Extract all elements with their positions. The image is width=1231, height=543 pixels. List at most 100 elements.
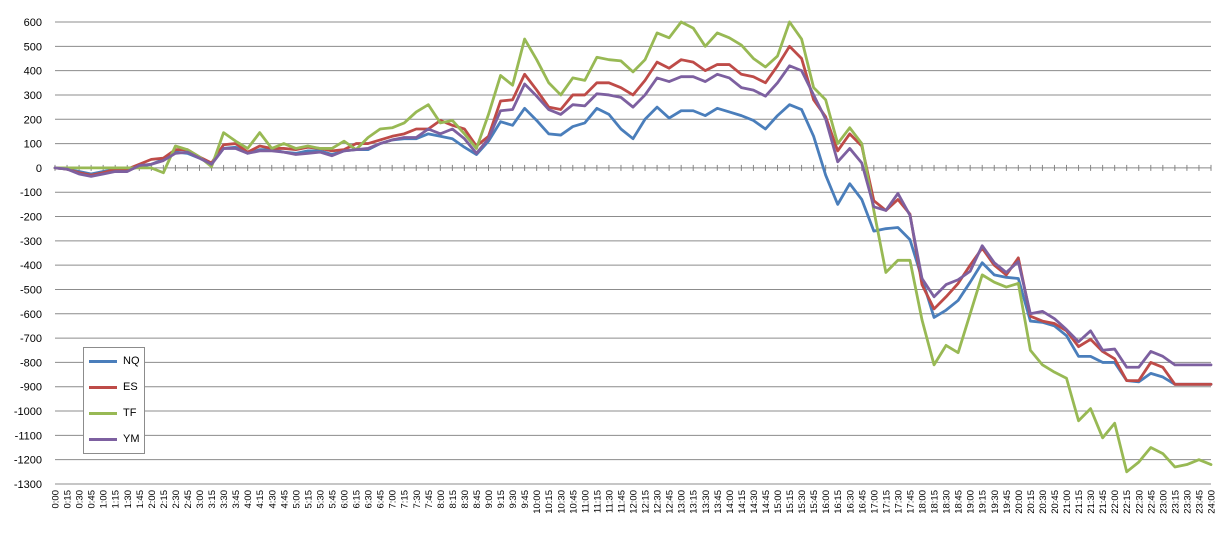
- y-tick-label: -500: [20, 284, 42, 296]
- x-tick-label: 18:45: [954, 490, 965, 514]
- x-tick-label: 22:30: [1134, 490, 1145, 514]
- legend-swatch-es: [89, 386, 117, 389]
- x-tick-label: 23:15: [1170, 490, 1181, 514]
- x-tick-label: 8:45: [472, 490, 483, 509]
- y-tick-label: -1100: [15, 430, 42, 442]
- x-tick-label: 8:15: [448, 490, 459, 509]
- x-tick-label: 5:00: [291, 490, 302, 509]
- x-tick-label: 20:00: [1014, 490, 1025, 514]
- x-tick-label: 9:30: [508, 490, 519, 509]
- y-tick-label: -300: [20, 236, 42, 248]
- x-tick-label: 18:15: [930, 490, 941, 514]
- x-tick-label: 2:15: [159, 490, 170, 509]
- y-tick-label: -900: [20, 382, 42, 394]
- x-tick-label: 4:15: [255, 490, 266, 509]
- x-tick-label: 22:45: [1146, 490, 1157, 514]
- x-tick-label: 17:30: [893, 490, 904, 514]
- y-tick-label: -100: [20, 187, 42, 199]
- x-tick-label: 15:00: [773, 490, 784, 514]
- y-tick-label: -1000: [14, 406, 42, 418]
- x-tick-label: 4:30: [267, 490, 278, 509]
- x-tick-label: 12:30: [653, 490, 664, 514]
- x-tick-label: 12:00: [629, 490, 640, 514]
- y-tick-label: 600: [24, 17, 42, 29]
- y-tick-label: 300: [24, 90, 42, 102]
- x-tick-label: 18:00: [918, 490, 929, 514]
- x-tick-label: 16:45: [857, 490, 868, 514]
- grid-lines: [55, 21, 1211, 485]
- legend-swatch-nq: [89, 360, 117, 363]
- x-tick-label: 10:30: [556, 490, 567, 514]
- y-tick-label: -1200: [14, 455, 42, 467]
- y-tick-label: 100: [24, 139, 42, 151]
- legend-label-ym: YM: [123, 433, 140, 445]
- legend-item-nq: NQ: [89, 354, 143, 368]
- legend: NQ ES TF YM: [83, 347, 145, 454]
- y-tick-label: -600: [20, 309, 42, 321]
- x-tick-label: 23:00: [1158, 490, 1169, 514]
- x-tick-label: 0:45: [87, 490, 98, 509]
- x-tick-label: 18:30: [942, 490, 953, 514]
- series-line-tf: [53, 20, 1213, 474]
- x-tick-label: 4:00: [243, 490, 254, 509]
- x-tick-label: 24:00: [1207, 490, 1218, 514]
- x-tick-label: 19:30: [990, 490, 1001, 514]
- x-tick-label: 14:00: [725, 490, 736, 514]
- x-tick-label: 5:30: [315, 490, 326, 509]
- x-tick-label: 15:30: [797, 490, 808, 514]
- legend-item-tf: TF: [89, 406, 143, 420]
- x-tick-label: 6:00: [340, 490, 351, 509]
- legend-label-nq: NQ: [123, 355, 140, 367]
- x-tick-label: 11:15: [592, 490, 603, 513]
- x-tick-label: 21:00: [1062, 490, 1073, 514]
- x-tick-label: 20:45: [1050, 490, 1061, 514]
- x-tick-label: 5:45: [327, 490, 338, 509]
- legend-item-ym: YM: [89, 432, 143, 446]
- y-tick-label: 200: [24, 114, 42, 126]
- x-tick-label: 1:30: [123, 490, 134, 509]
- x-tick-label: 14:30: [749, 490, 760, 514]
- y-tick-label: 0: [36, 163, 42, 175]
- x-tick-label: 9:45: [520, 490, 531, 509]
- x-tick-label: 21:15: [1074, 490, 1085, 514]
- y-tick-label: 400: [24, 66, 42, 78]
- x-tick-label: 11:45: [616, 490, 627, 513]
- x-tick-label: 7:00: [388, 490, 399, 509]
- x-tick-label: 16:15: [833, 490, 844, 514]
- y-tick-label: -800: [20, 357, 42, 369]
- legend-label-es: ES: [123, 381, 138, 393]
- x-tick-label: 6:30: [364, 490, 375, 509]
- x-tick-label: 2:45: [183, 490, 194, 509]
- x-tick-label: 7:15: [400, 490, 411, 509]
- y-tick-label: -1300: [14, 479, 42, 491]
- x-tick-label: 12:15: [641, 490, 652, 514]
- x-tick-label: 8:00: [436, 490, 447, 509]
- x-tick-label: 7:30: [412, 490, 423, 509]
- legend-swatch-tf: [89, 412, 117, 415]
- x-tick-label: 9:15: [496, 490, 507, 509]
- y-tick-label: -200: [20, 212, 42, 224]
- x-tick-label: 12:45: [665, 490, 676, 514]
- x-tick-label: 7:45: [424, 490, 435, 509]
- x-tick-label: 3:30: [219, 490, 230, 509]
- series-lines: [53, 20, 1213, 474]
- y-axis: 600 500 400 300 200 100 0 -100 -200 -300 -400 -500 -…: [14, 17, 42, 491]
- x-tick-label: 20:15: [1026, 490, 1037, 514]
- x-tick-label: 1:45: [135, 490, 146, 509]
- y-tick-label: -400: [20, 260, 42, 272]
- x-tick-label: 14:15: [737, 490, 748, 514]
- series-line-ym: [53, 64, 1213, 369]
- x-tick-label: 0:15: [63, 490, 74, 509]
- x-tick-label: 2:00: [147, 490, 158, 509]
- series-line-es: [53, 44, 1213, 386]
- legend-label-tf: TF: [123, 407, 137, 419]
- x-tick-label: 6:15: [352, 490, 363, 509]
- x-tick-label: 10:15: [544, 490, 555, 514]
- x-tick-label: 13:45: [713, 490, 724, 514]
- x-tick-label: 17:15: [881, 490, 892, 514]
- x-tick-label: 9:00: [484, 490, 495, 509]
- x-tick-label: 8:30: [460, 490, 471, 509]
- x-tick-label: 0:30: [75, 490, 86, 509]
- x-tick-label: 2:30: [171, 490, 182, 509]
- x-tick-label: 15:15: [785, 490, 796, 514]
